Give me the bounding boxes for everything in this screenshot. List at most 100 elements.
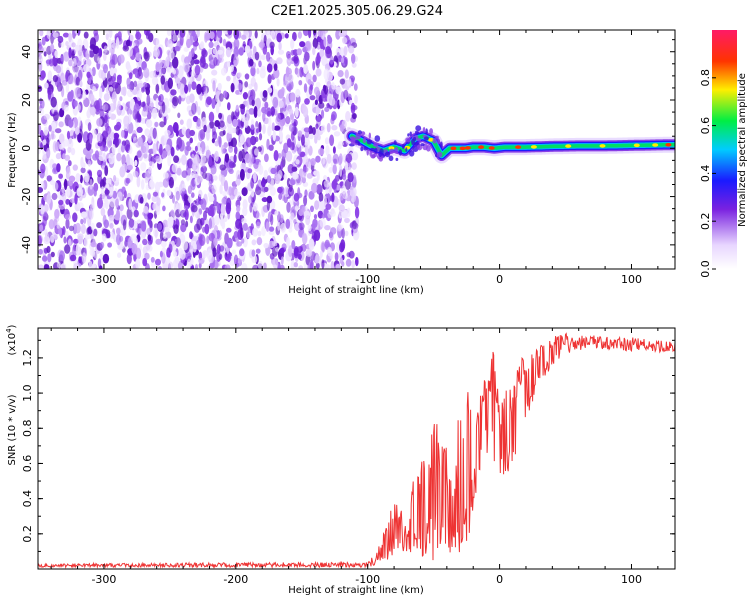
noise-speckle: [175, 190, 180, 201]
noise-speckle: [179, 67, 184, 79]
noise-speckle: [316, 184, 323, 195]
noise-speckle: [310, 158, 316, 166]
noise-speckle: [191, 205, 198, 213]
noise-speckle: [276, 57, 283, 65]
noise-speckle: [153, 50, 158, 57]
noise-speckle: [250, 77, 256, 87]
noise-speckle: [241, 34, 247, 40]
noise-speckle: [109, 67, 115, 77]
ridge-blob: [350, 138, 356, 145]
noise-speckle: [38, 108, 45, 116]
noise-speckle: [284, 33, 289, 39]
noise-speckle: [251, 249, 256, 257]
ridge-blob: [437, 138, 441, 145]
noise-speckle: [308, 85, 313, 96]
noise-speckle: [265, 221, 270, 232]
noise-speckle: [334, 252, 339, 262]
ridge-blob: [415, 125, 422, 132]
noise-speckle: [206, 248, 213, 260]
noise-speckle: [239, 168, 245, 181]
noise-speckle: [244, 81, 249, 88]
noise-speckle: [323, 179, 330, 188]
noise-speckle: [250, 177, 255, 189]
noise-speckle: [252, 264, 259, 269]
noise-speckle: [258, 41, 265, 48]
noise-speckle: [324, 241, 330, 248]
noise-speckle: [275, 246, 280, 252]
noise-speckle: [213, 57, 218, 67]
noise-speckle: [261, 185, 267, 194]
noise-speckle: [38, 248, 43, 255]
noise-speckle: [116, 227, 121, 235]
noise-speckle: [136, 38, 143, 45]
noise-speckle: [39, 75, 45, 81]
noise-speckle: [285, 116, 291, 125]
noise-speckle: [117, 147, 122, 154]
ridge-hotspot: [404, 145, 411, 150]
figure-title: C2E1.2025.305.06.29.G24: [271, 4, 443, 19]
noise-speckle: [111, 76, 116, 83]
noise-speckle: [307, 224, 312, 232]
noise-speckle: [96, 118, 103, 127]
noise-speckle: [189, 231, 193, 240]
noise-speckle: [299, 66, 304, 78]
noise-speckle: [116, 152, 122, 162]
noise-speckle: [96, 132, 103, 144]
noise-speckle: [62, 153, 66, 160]
noise-speckle: [145, 119, 153, 128]
colorbar-ticks: 0.0 0.2 0.4 0.6 0.8: [699, 69, 716, 278]
noise-speckle: [72, 164, 79, 171]
noise-speckle: [102, 253, 110, 264]
ridge-blob: [368, 132, 371, 139]
noise-speckle: [159, 250, 163, 258]
noise-speckle: [172, 33, 178, 42]
noise-speckle: [183, 205, 189, 211]
noise-speckle: [270, 106, 275, 116]
noise-speckle: [342, 173, 347, 181]
ridge-hotspot: [388, 146, 395, 150]
noise-speckle: [86, 71, 91, 79]
noise-speckle: [219, 213, 224, 219]
noise-speckle: [69, 254, 77, 262]
noise-speckle: [342, 36, 348, 44]
noise-speckle: [100, 207, 106, 217]
noise-speckle: [64, 154, 71, 161]
noise-speckle: [318, 102, 325, 109]
noise-speckle: [344, 217, 350, 224]
ridge-hotspot: [464, 146, 471, 150]
noise-speckle: [305, 40, 312, 52]
noise-speckle: [108, 215, 115, 221]
noise-speckle: [300, 134, 306, 146]
noise-speckle: [154, 229, 158, 239]
noise-speckle: [132, 89, 138, 95]
noise-speckle: [267, 87, 273, 94]
noise-speckle: [312, 74, 317, 83]
noise-speckle: [99, 87, 103, 99]
spectrogram-y-ticks: -40 -20 0 20 40: [20, 39, 675, 270]
noise-speckle: [351, 53, 356, 64]
noise-speckle: [108, 110, 112, 118]
spectrogram-y-tick-label: 0: [20, 145, 33, 152]
ridge-blob: [425, 128, 428, 135]
noise-speckle: [216, 30, 222, 39]
ridge-hotspot: [515, 145, 522, 149]
noise-speckle: [52, 75, 59, 83]
noise-speckle: [192, 242, 197, 250]
noise-speckle: [58, 173, 63, 179]
noise-speckle: [324, 137, 330, 145]
noise-speckle: [266, 30, 270, 35]
noise-speckle: [142, 82, 148, 88]
noise-speckle: [146, 110, 152, 120]
spectrogram-x-tick-label: -100: [355, 273, 380, 286]
noise-speckle: [208, 41, 214, 48]
noise-speckle: [84, 172, 90, 183]
noise-speckle: [323, 36, 327, 47]
noise-speckle: [65, 198, 70, 205]
noise-speckle: [40, 163, 46, 174]
noise-speckle: [147, 192, 151, 200]
noise-speckle: [136, 126, 143, 133]
noise-speckle: [250, 66, 256, 77]
noise-speckle: [230, 111, 235, 122]
noise-speckle: [77, 116, 82, 127]
noise-speckle: [186, 38, 192, 49]
